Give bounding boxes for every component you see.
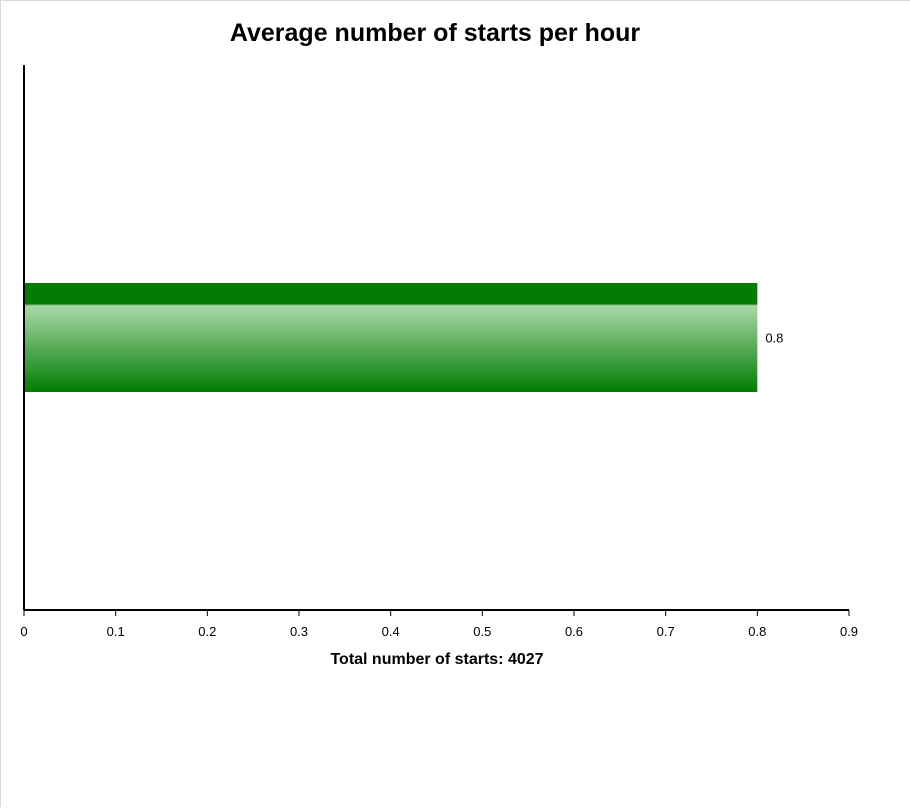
x-tick-label: 0.9: [840, 624, 858, 639]
chart-title: Average number of starts per hour: [230, 19, 641, 47]
x-tick-label: 0.2: [198, 624, 216, 639]
x-tick-label: 0.6: [565, 624, 583, 639]
x-tick-label: 0.5: [473, 624, 491, 639]
x-tick-label: 0.3: [290, 624, 308, 639]
x-tick-label: 0.7: [657, 624, 675, 639]
x-axis-label: Total number of starts: 4027: [330, 651, 543, 668]
x-axis-ticks: 0 0.1 0.2 0.3 0.4 0.5 0.6 0.7 0.8 0.9: [20, 610, 858, 639]
x-tick-label: 0: [20, 624, 27, 639]
x-tick-label: 0.1: [107, 624, 125, 639]
x-tick-label: 0.4: [382, 624, 400, 639]
bars-group: 0.8: [24, 283, 783, 392]
bar-value-label: 0.8: [765, 331, 783, 346]
x-tick-label: 0.8: [748, 624, 766, 639]
bar: [24, 283, 758, 392]
